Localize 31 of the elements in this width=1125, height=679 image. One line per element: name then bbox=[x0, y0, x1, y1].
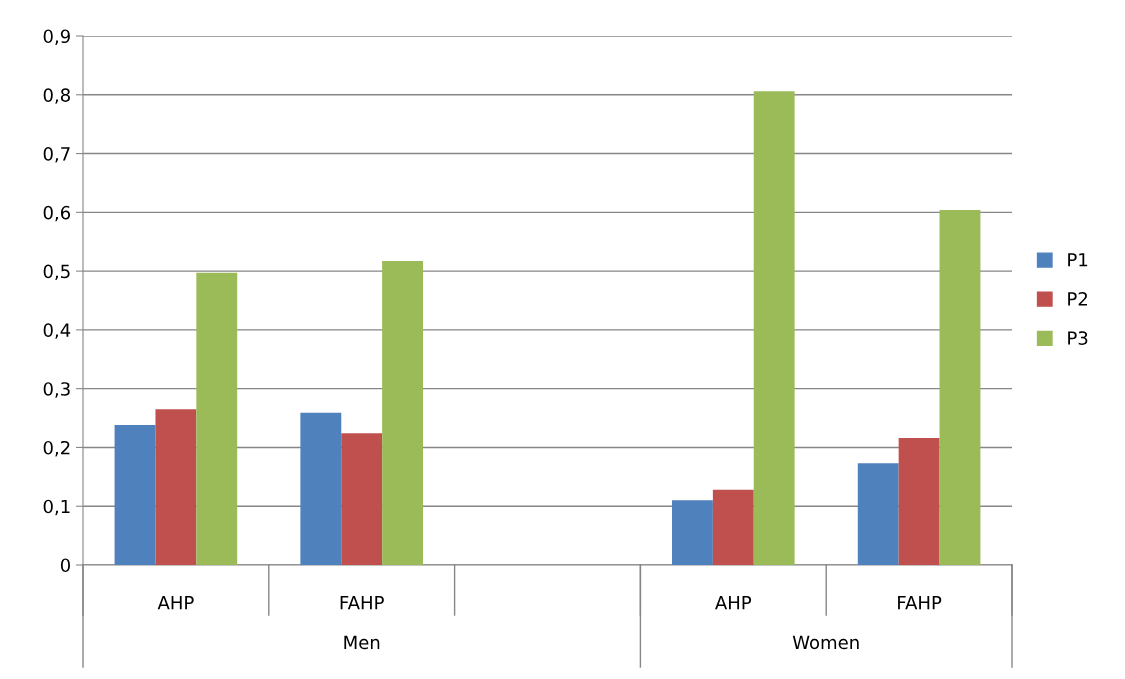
bar bbox=[114, 425, 156, 565]
y-tick-label: 0,6 bbox=[43, 205, 71, 222]
bar bbox=[671, 500, 713, 565]
x-tick-label: FAHP bbox=[898, 596, 942, 610]
y-tick-label: 0,5 bbox=[43, 264, 70, 281]
x-tick-label: FAHP bbox=[340, 596, 384, 610]
y-tick-label: 0 bbox=[60, 558, 70, 573]
y-tick-label: 0,9 bbox=[43, 29, 70, 45]
text: Women bbox=[792, 635, 859, 650]
bar bbox=[155, 409, 197, 565]
bar bbox=[382, 261, 424, 565]
legend-label: P1 bbox=[1068, 253, 1088, 267]
y-tick-label: 0,7 bbox=[43, 147, 70, 163]
y-tick-label: 0,2 bbox=[43, 440, 70, 457]
y-tick-label: 0,3 bbox=[43, 382, 70, 398]
x-tick-label: AHP bbox=[715, 596, 752, 610]
legend-label: P2 bbox=[1068, 292, 1087, 306]
bar bbox=[857, 463, 899, 565]
legend-label: P3 bbox=[1068, 331, 1088, 345]
x-tick-label: AHP bbox=[157, 596, 194, 610]
y-tick-label: 0,1 bbox=[43, 499, 70, 516]
bar bbox=[753, 91, 795, 565]
bar bbox=[898, 438, 940, 565]
bar bbox=[196, 272, 238, 565]
bar bbox=[939, 209, 981, 565]
bar bbox=[300, 412, 342, 565]
y-tick-label: 0,8 bbox=[43, 88, 70, 104]
bar bbox=[341, 433, 383, 565]
bar bbox=[712, 489, 754, 565]
text: Men bbox=[344, 635, 380, 650]
y-tick-label: 0,4 bbox=[43, 323, 71, 339]
